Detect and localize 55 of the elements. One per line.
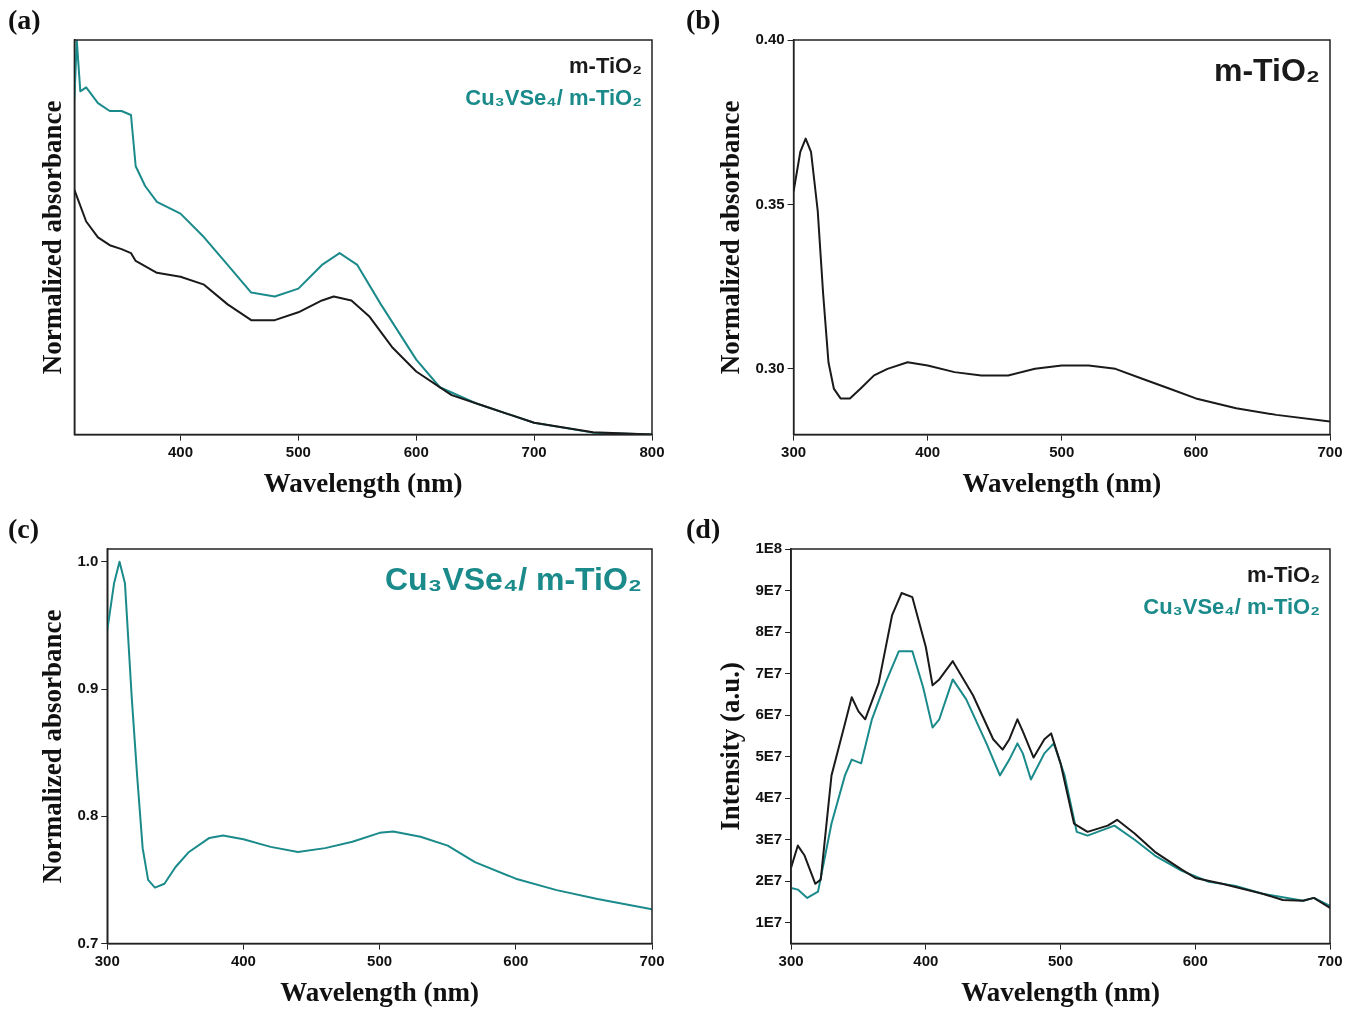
- x-tick-label: 700: [1317, 951, 1343, 969]
- x-tick-label: 800: [639, 442, 665, 460]
- x-tick-label: 500: [1048, 951, 1074, 969]
- text: m-TiO₂: [1247, 562, 1320, 588]
- y-tick-label: 0.35: [755, 194, 785, 212]
- x-tick-label: 600: [1182, 951, 1208, 969]
- x-tick-label: 300: [94, 951, 120, 969]
- y-tick-label: 1.0: [77, 551, 99, 569]
- text: m-TiO₂: [569, 53, 642, 79]
- x-tick-label: 600: [503, 951, 529, 969]
- text: Cu₃VSe₄/ m-TiO₂: [384, 560, 642, 597]
- x-tick-label: 700: [521, 442, 547, 460]
- x-tick-label: 700: [639, 951, 665, 969]
- y-tick-label: 0.40: [755, 30, 785, 48]
- x-tick-label: 600: [1183, 442, 1209, 460]
- x-axis-title: Wavelength (nm): [263, 467, 463, 498]
- y-axis-title: Normalized absorbance: [37, 100, 68, 375]
- text: Cu₃VSe₄/ m-TiO₂: [465, 84, 642, 110]
- y-tick-label: 3E7: [755, 829, 783, 847]
- x-tick-label: 400: [230, 951, 256, 969]
- y-tick-label: 0.30: [755, 358, 785, 376]
- x-axis-title: Wavelength (nm): [961, 976, 1160, 1007]
- x-tick-label: 400: [915, 442, 941, 460]
- text: (d): [686, 513, 721, 545]
- y-tick-label: 2E7: [755, 871, 783, 889]
- y-tick-label: 4E7: [755, 788, 783, 806]
- y-tick-label: 8E7: [755, 622, 783, 640]
- y-tick-label: 0.8: [77, 806, 99, 824]
- x-tick-label: 400: [913, 951, 939, 969]
- y-tick-label: 5E7: [755, 746, 783, 764]
- text: m-TiO₂: [1213, 51, 1320, 88]
- text: Cu₃VSe₄/ m-TiO₂: [1143, 593, 1320, 619]
- y-tick-label: 0.7: [77, 933, 99, 951]
- x-tick-label: 300: [781, 442, 807, 460]
- x-tick-label: 500: [285, 442, 311, 460]
- x-tick-label: 400: [167, 442, 194, 460]
- y-tick-label: 1E8: [755, 539, 783, 557]
- y-tick-label: 1E7: [755, 912, 783, 930]
- y-axis-title: Intensity (a.u.): [715, 661, 746, 831]
- x-tick-label: 600: [403, 442, 429, 460]
- text: (a): [8, 4, 41, 36]
- x-tick-label: 300: [778, 951, 804, 969]
- y-tick-label: 6E7: [755, 705, 783, 723]
- y-tick-label: 7E7: [755, 663, 783, 681]
- x-tick-label: 500: [367, 951, 393, 969]
- x-tick-label: 700: [1317, 442, 1343, 460]
- x-axis-title: Wavelength (nm): [280, 976, 479, 1007]
- x-axis-title: Wavelength (nm): [962, 467, 1162, 498]
- y-axis-title: Normalized absorbance: [715, 100, 746, 375]
- text: (c): [8, 513, 40, 545]
- y-axis-title: Normalized absorbance: [37, 609, 68, 884]
- y-tick-label: 0.9: [77, 679, 99, 697]
- x-tick-label: 500: [1049, 442, 1075, 460]
- y-tick-label: 9E7: [755, 580, 783, 598]
- text: (b): [686, 4, 721, 36]
